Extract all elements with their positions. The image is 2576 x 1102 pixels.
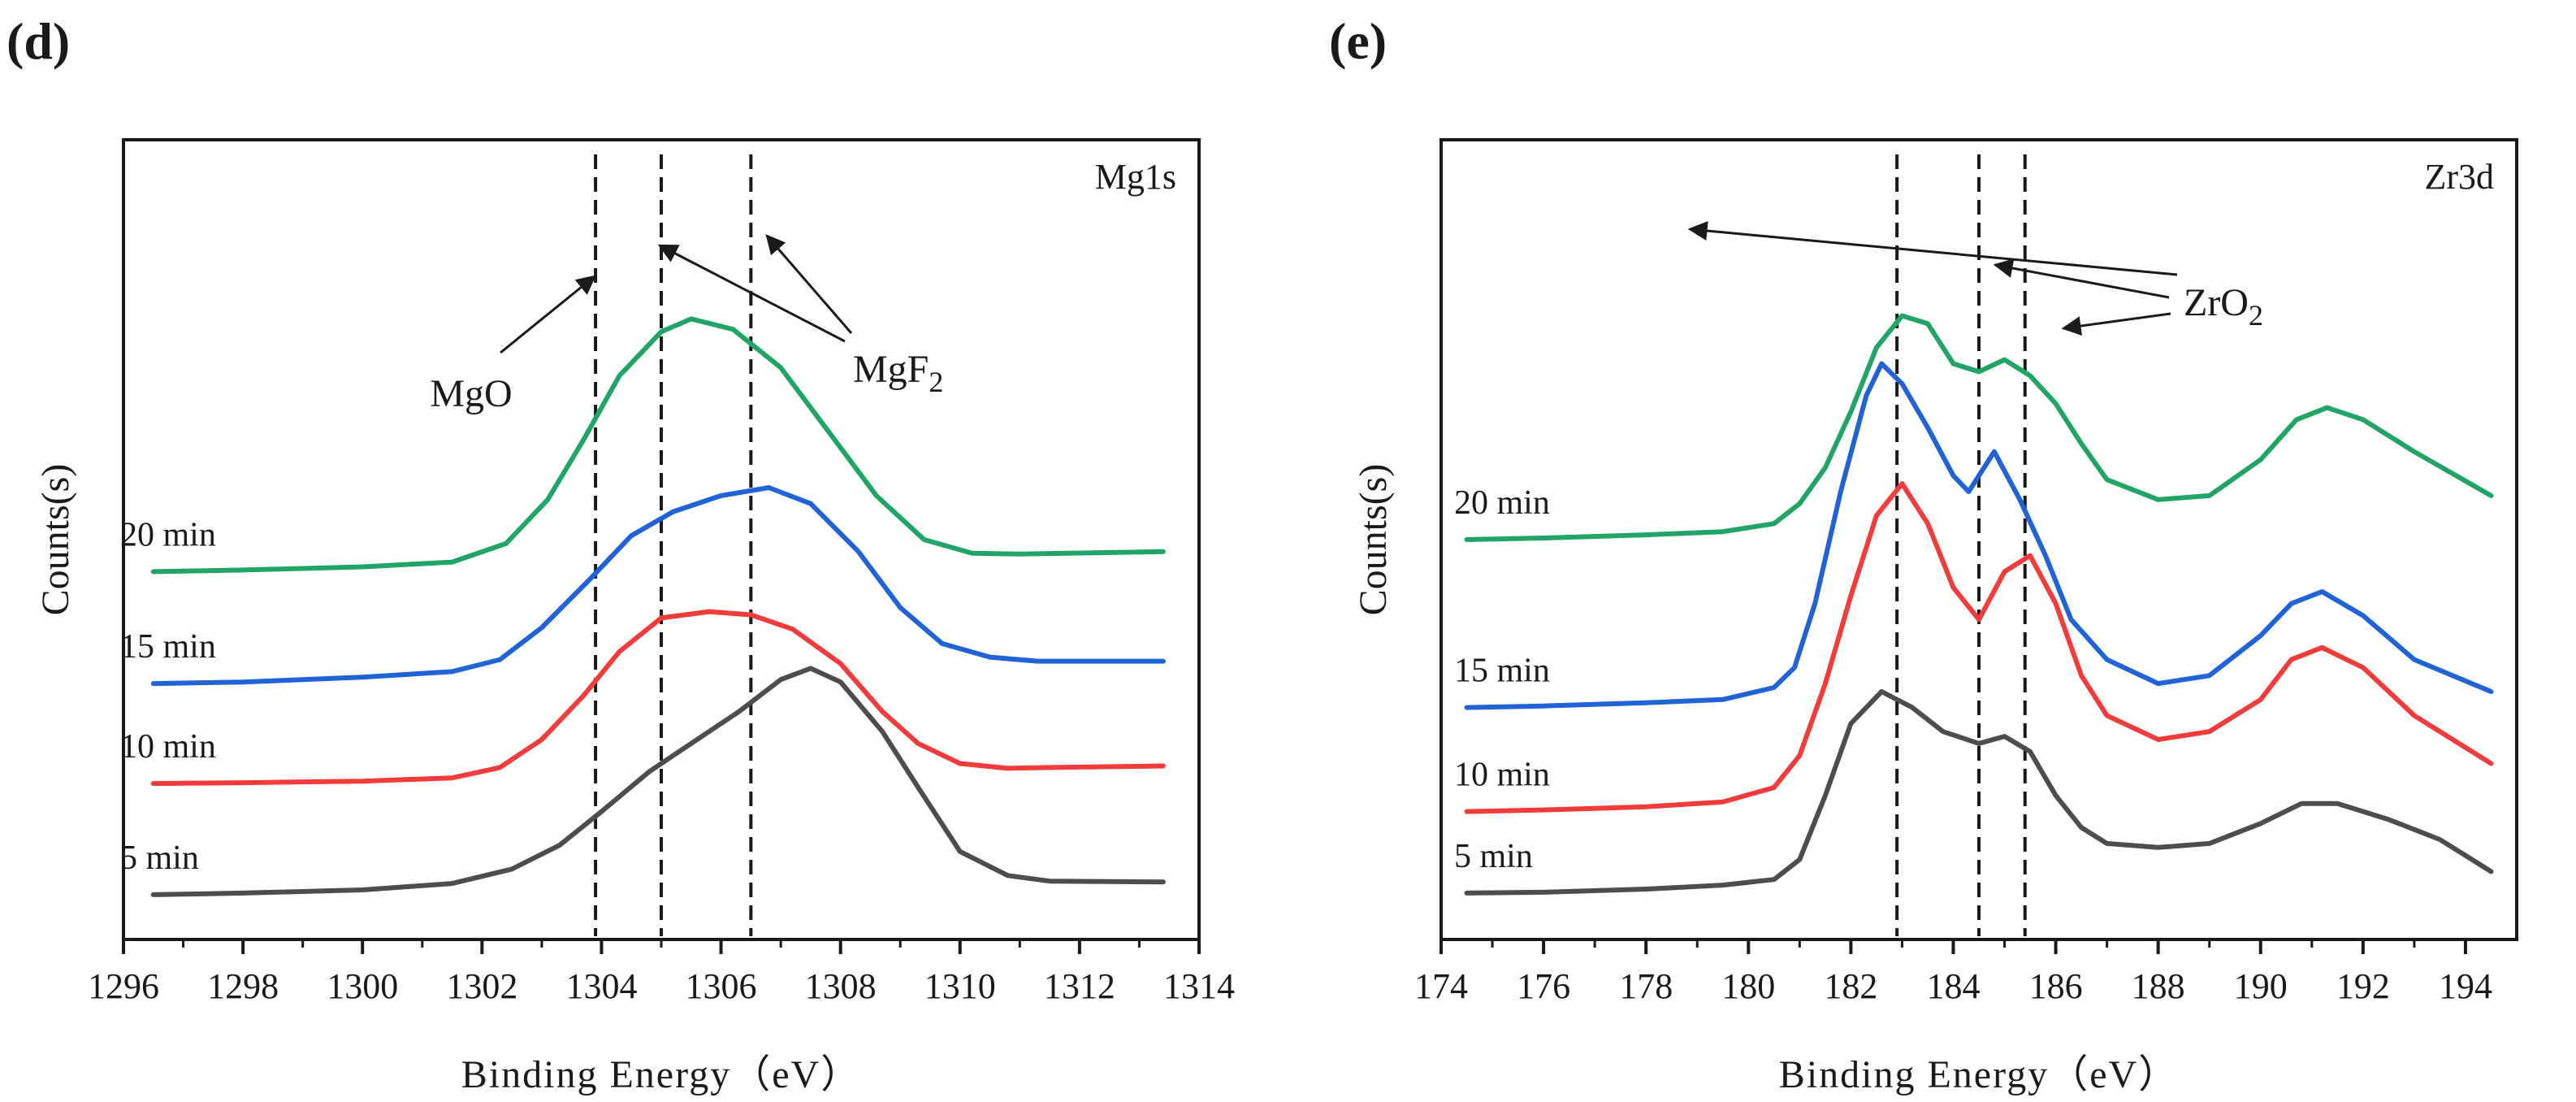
x-tick-label-zr3d-184: 184 — [1926, 966, 1980, 1006]
annotation-arrow-zro2-a — [1687, 221, 2178, 276]
x-axis-label-mg1s: Binding Energy（eV） — [461, 1053, 861, 1096]
x-tick-label-zr3d-192: 192 — [2336, 966, 2390, 1006]
series-line-zr3d-5-min — [1464, 689, 2494, 896]
annotation-arrow-zro2-b — [1993, 258, 2170, 299]
x-tick-label-mg1s-1310: 1310 — [924, 966, 996, 1006]
x-tick-label-mg1s-1302: 1302 — [446, 966, 517, 1006]
annotation-label-zro2: ZrO2 — [2184, 281, 2263, 332]
plot-area-zr3d: 5 min 10 min 15 min 20 min — [1454, 154, 2494, 936]
annotation-label-mgf2-sub: 2 — [929, 366, 943, 398]
series-label-mg1s-20-min: 20 min — [120, 516, 216, 553]
annotation-label-mgf2: MgF2 — [853, 348, 943, 398]
x-tick-label-zr3d-188: 188 — [2132, 966, 2185, 1006]
series-label-mg1s-5-min: 5 min — [120, 840, 199, 877]
x-tick-label-mg1s-1304: 1304 — [565, 966, 637, 1006]
series-line-zr3d-15-min — [1464, 361, 2494, 710]
x-tick-label-mg1s-1308: 1308 — [805, 966, 877, 1006]
annotation-label-zro2-sub: 2 — [2249, 299, 2263, 332]
x-axis-ticks-zr3d: 174 176 178 180 182 184 186 188 190 192 194 — [1414, 939, 2492, 1006]
annotation-arrow-zro2-c — [2061, 312, 2171, 336]
plot-area-mg1s: 5 min 10 min 15 min 20 min — [120, 154, 1166, 936]
x-tick-label-zr3d-186: 186 — [2029, 966, 2083, 1006]
x-tick-label-mg1s-1312: 1312 — [1044, 966, 1115, 1006]
chart-title-mg1s: Mg1s — [1095, 157, 1176, 197]
x-tick-label-zr3d-176: 176 — [1517, 966, 1570, 1006]
annotation-arrow-mgf2-b — [765, 234, 853, 334]
x-tick-label-mg1s-1314: 1314 — [1163, 966, 1235, 1006]
series-label-zr3d-15-min: 15 min — [1454, 653, 1550, 690]
series-label-zr3d-20-min: 20 min — [1454, 484, 1550, 522]
annotation-arrow-mgo — [500, 275, 596, 354]
x-tick-label-mg1s-1296: 1296 — [88, 966, 159, 1006]
y-axis-label-mg1s: Counts(s) — [34, 464, 77, 616]
x-axis-label-zr3d: Binding Energy（eV） — [1779, 1053, 2179, 1096]
series-label-mg1s-15-min: 15 min — [120, 628, 216, 666]
series-line-mg1s-10-min — [150, 609, 1166, 787]
annotation-mgf2: MgF2 — [657, 234, 943, 398]
series-line-zr3d-20-min — [1464, 313, 2494, 542]
chart-title-zr3d: Zr3d — [2424, 157, 2494, 197]
annotation-label-zro2-base: ZrO — [2184, 281, 2249, 324]
x-tick-label-mg1s-1300: 1300 — [327, 966, 398, 1006]
series-line-mg1s-15-min — [150, 485, 1166, 687]
x-tick-label-zr3d-194: 194 — [2439, 966, 2492, 1006]
series-line-zr3d-10-min — [1464, 481, 2494, 814]
annotation-label-mgf2-base: MgF — [853, 348, 929, 391]
panel-label-d: (d) — [6, 12, 70, 70]
annotation-zro2: ZrO2 — [1687, 221, 2263, 336]
panel-d-mg1s: (d) 5 min 10 min 15 min 20 min Mg1s Counts(… — [6, 12, 1235, 1096]
panel-e-zr3d: (e) 5 min 10 min 15 min 20 min Zr3d Counts(… — [1329, 12, 2518, 1096]
x-tick-label-mg1s-1298: 1298 — [207, 966, 279, 1006]
x-tick-label-zr3d-180: 180 — [1721, 966, 1775, 1006]
x-axis-ticks-mg1s: 1296 1298 1300 1302 1304 1306 1308 1310 1312 1314 — [88, 939, 1235, 1006]
series-line-mg1s-20-min — [150, 316, 1166, 575]
panel-label-e: (e) — [1329, 12, 1387, 70]
x-tick-label-zr3d-178: 178 — [1619, 966, 1673, 1006]
series-label-zr3d-10-min: 10 min — [1454, 757, 1550, 794]
series-label-zr3d-5-min: 5 min — [1454, 838, 1533, 875]
series-line-mg1s-5-min — [150, 666, 1166, 897]
annotation-arrow-mgf2-a — [657, 244, 846, 343]
x-tick-label-zr3d-190: 190 — [2234, 966, 2288, 1006]
x-tick-label-zr3d-174: 174 — [1414, 966, 1468, 1006]
x-tick-label-mg1s-1306: 1306 — [686, 966, 757, 1006]
x-tick-label-zr3d-182: 182 — [1824, 966, 1877, 1006]
annotation-mgo: MgO — [430, 275, 596, 415]
series-label-mg1s-10-min: 10 min — [120, 728, 216, 766]
y-axis-label-zr3d: Counts(s) — [1352, 464, 1395, 616]
plot-frame-zr3d — [1440, 138, 2518, 941]
annotation-label-mgo: MgO — [430, 372, 512, 415]
